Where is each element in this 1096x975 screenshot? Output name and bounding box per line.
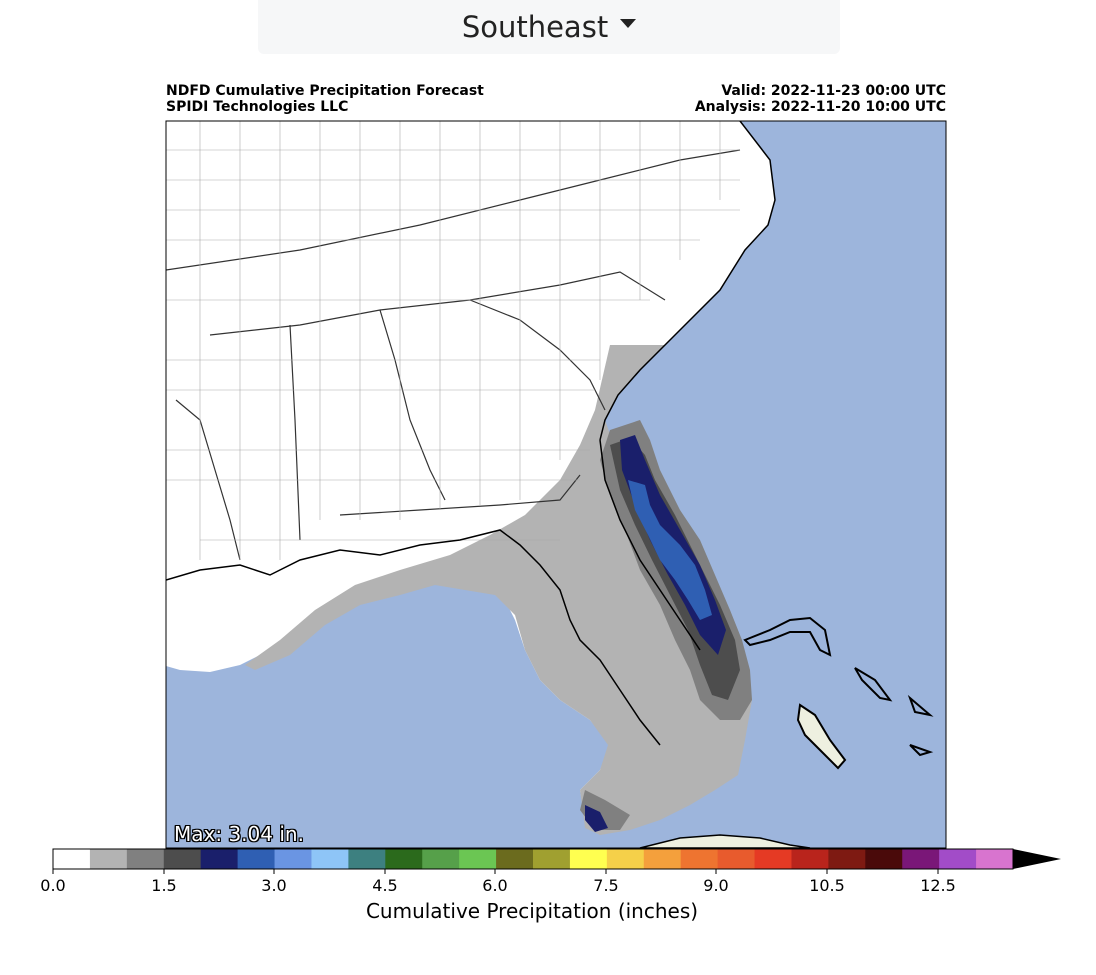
colorbar-swatch [680,849,719,869]
colorbar-overflow-arrow [1013,849,1061,869]
colorbar-swatch [939,849,977,869]
colorbar [52,848,1061,874]
colorbar-swatch [496,849,534,869]
colorbar-swatch [828,849,866,869]
land-bahamas-c [854,667,934,757]
colorbar-swatch [459,849,497,869]
colorbar-swatch [569,849,608,869]
land-bahamas-a [796,703,847,770]
region-selector[interactable]: Southeast [258,0,840,54]
colorbar-swatch [976,849,1014,869]
colorbar-swatch [422,849,460,869]
colorbar-swatch [754,849,792,869]
colorbar-tick-label: 3.0 [261,876,287,895]
colorbar-tick-label: 12.5 [920,876,956,895]
map-frame [165,120,947,849]
colorbar-swatch [902,849,940,869]
valid-time: Valid: 2022-11-23 00:00 UTC [721,83,946,99]
colorbar-swatch [89,849,128,869]
colorbar-swatch [53,849,91,869]
analysis-time: Analysis: 2022-11-20 10:00 UTC [694,99,946,115]
colorbar-frame [52,848,1014,870]
colorbar-swatch [606,849,645,869]
colorbar-tick-label: 4.5 [372,876,398,895]
colorbar-tick-label: 0.0 [40,876,66,895]
precip-navy-2 [585,805,608,832]
colorbar-tick-label: 10.5 [809,876,845,895]
colorbar-swatch [237,849,276,869]
colorbar-swatch [163,849,202,869]
colorbar-swatch [348,849,386,869]
region-selector-label: Southeast [461,10,609,44]
land-bahamas-b [743,616,832,657]
colorbar-tick-label: 1.5 [151,876,177,895]
colorbar-swatch [865,849,903,869]
county-boundaries [166,121,740,560]
map-org: SPIDI Technologies LLC [166,99,349,115]
map-area [166,121,946,848]
precip-blue [628,480,712,620]
colorbar-swatch [200,849,239,869]
caret-down-icon [620,18,637,28]
colorbar-swatch [533,849,571,869]
colorbar-swatch [311,849,349,869]
coastlines [166,121,776,746]
max-precip-label: Max: 3.04 in. [174,822,304,846]
land-cuba [639,834,811,848]
colorbar-swatch [274,849,312,869]
colorbar-tick-label: 7.5 [593,876,619,895]
colorbar-tick-label: 6.0 [482,876,508,895]
colorbar-swatch [385,849,423,869]
colorbar-tick-label: 9.0 [703,876,729,895]
colorbar-swatch [126,849,165,869]
map-title: NDFD Cumulative Precipitation Forecast [166,83,484,99]
colorbar-swatch [643,849,682,869]
colorbar-swatch [717,849,756,869]
colorbar-swatch [791,849,829,869]
colorbar-title: Cumulative Precipitation (inches) [365,899,699,923]
